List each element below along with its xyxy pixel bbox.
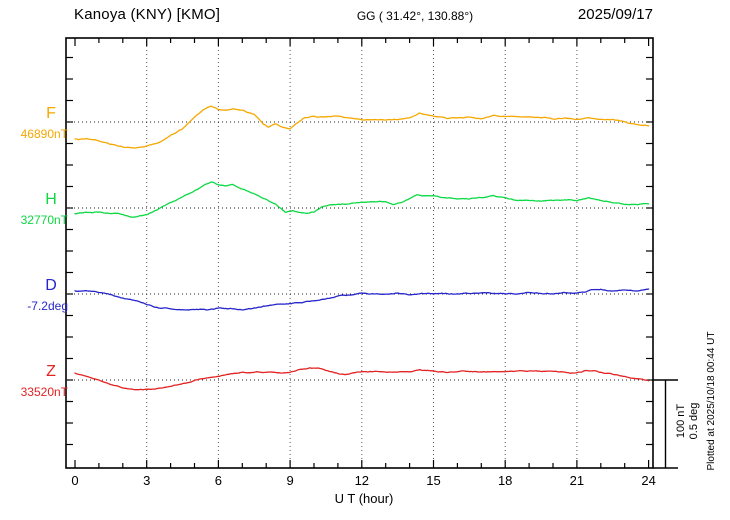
- channel-basevalue-D: -7.2deg: [27, 299, 68, 313]
- x-tick-label-9: 9: [286, 473, 294, 488]
- station-title: Kanoya (KNY) [KMO]: [74, 6, 221, 23]
- x-tick-label-18: 18: [497, 473, 513, 488]
- trace-H: [74, 181, 650, 218]
- channel-basevalue-F: 46890nT: [20, 127, 68, 141]
- scalebar-label: 100 nT 0.5 deg: [675, 402, 700, 440]
- x-axis-label: U T (hour): [334, 491, 394, 506]
- x-tick-label-21: 21: [569, 473, 585, 488]
- x-tick-label-15: 15: [426, 473, 441, 488]
- geographic-coordinates: GG ( 31.42°, 130.88°): [356, 9, 474, 23]
- x-tick-label-0: 0: [71, 473, 79, 488]
- x-tick-label-6: 6: [214, 473, 222, 488]
- plot-timestamp-note: Plotted at 2025/10/18 00:44 UT: [706, 331, 717, 471]
- trace-Z: [74, 367, 650, 391]
- channel-letter-H: H: [45, 191, 57, 208]
- plot-frame: [65, 37, 654, 469]
- x-tick-label-24: 24: [641, 473, 656, 488]
- trace-F: [74, 105, 650, 149]
- plot-date: 2025/09/17: [577, 6, 653, 23]
- channel-basevalue-H: 32770nT: [20, 213, 68, 227]
- channel-letter-Z: Z: [46, 363, 56, 380]
- x-tick-label-3: 3: [143, 473, 151, 488]
- channel-letter-F: F: [46, 105, 56, 122]
- x-tick-label-12: 12: [354, 473, 370, 488]
- channel-basevalue-Z: 33520nT: [20, 385, 68, 399]
- channel-letter-D: D: [45, 277, 57, 294]
- trace-D: [74, 288, 650, 311]
